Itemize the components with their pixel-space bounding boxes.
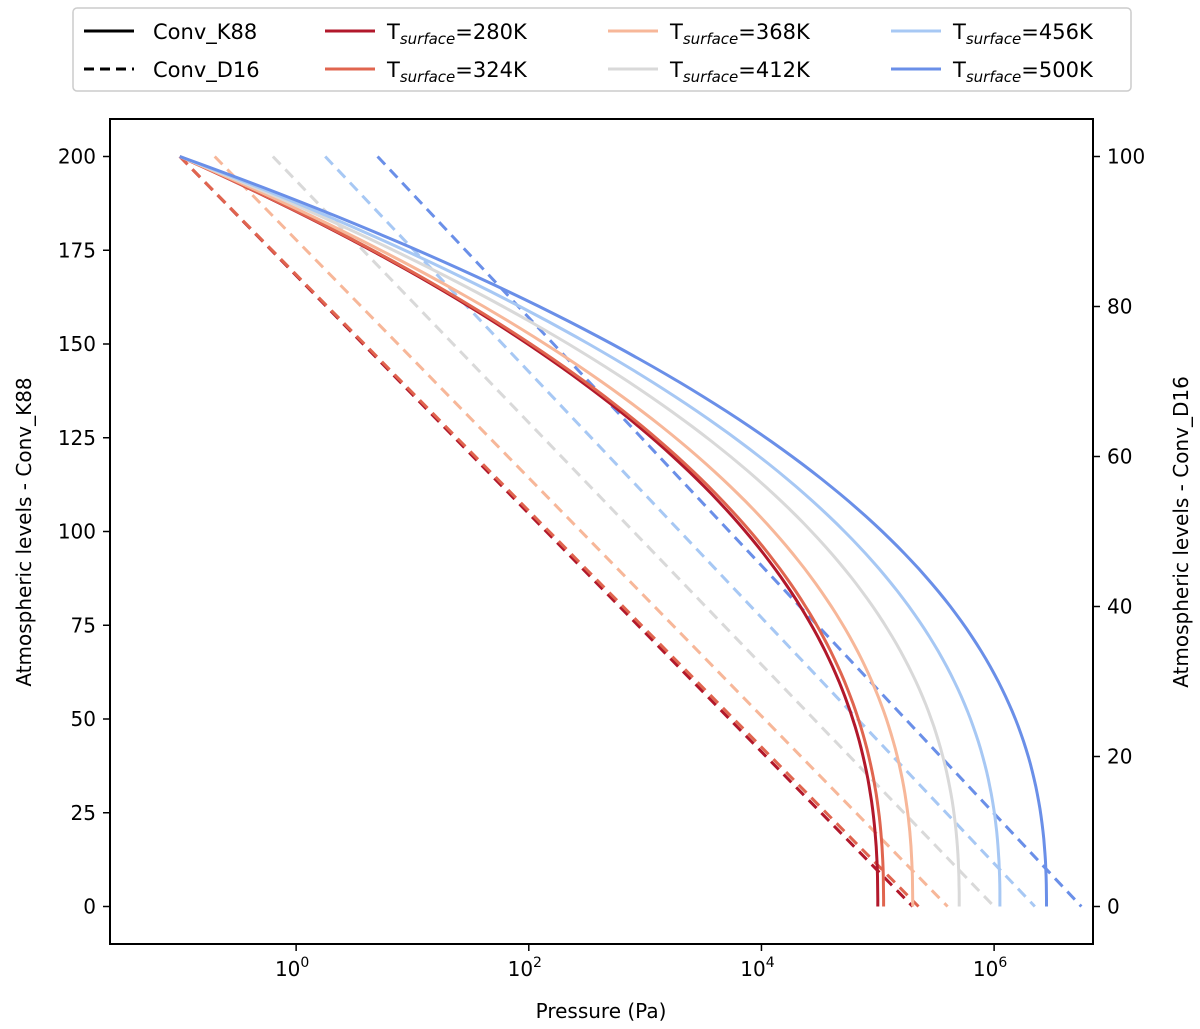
x-tick-label: 104 (740, 955, 774, 981)
series-line-k88-4 (179, 155, 1002, 907)
left-y-tick-label: 50 (71, 707, 96, 731)
series-line-d16-3 (271, 155, 996, 908)
plot-lines-group (178, 155, 1083, 908)
left-y-tick-label: 200 (58, 145, 96, 169)
x-axis-ticks: 100 102 104 106 (275, 944, 1007, 981)
series-line-d16-2 (213, 155, 949, 908)
legend-label-conv-k88: Conv_K88 (153, 20, 257, 45)
legend-label-temp-3: Tsurface=412K (669, 58, 811, 86)
series-line-d16-4 (324, 155, 1036, 908)
left-y-tick-label: 75 (71, 613, 96, 637)
x-tick-label: 102 (508, 955, 542, 981)
legend-temperature-entries: Tsurface=280K Tsurface=324K Tsurface=368K T… (325, 20, 1094, 86)
series-line-d16-1 (178, 155, 920, 908)
left-y-tick-label: 100 (58, 520, 96, 544)
x-axis-title: Pressure (Pa) (536, 999, 667, 1023)
series-line-k88-2 (179, 155, 915, 907)
right-y-tick-label: 100 (1107, 145, 1145, 169)
series-line-d16-5 (376, 155, 1083, 908)
series-line-k88-5 (179, 155, 1048, 907)
legend-label-temp-5: Tsurface=500K (952, 58, 1094, 86)
right-y-tick-label: 60 (1107, 445, 1132, 469)
left-y-tick-label: 175 (58, 238, 96, 262)
series-line-k88-3 (179, 155, 961, 907)
series-line-d16-0 (178, 155, 914, 908)
right-y-tick-label: 0 (1107, 895, 1120, 919)
legend-label-temp-2: Tsurface=368K (669, 20, 811, 48)
plot-frame (109, 118, 1094, 945)
left-y-tick-label: 150 (58, 332, 96, 356)
legend-label-temp-4: Tsurface=456K (952, 20, 1094, 48)
legend: Conv_K88 Conv_D16 Tsurface=280KTsurface=… (72, 7, 1132, 92)
right-y-tick-label: 40 (1107, 595, 1132, 619)
left-y-axis-ticks: 0 25 50 75 100 125 150 175 200 (58, 145, 110, 919)
right-y-tick-label: 20 (1107, 745, 1132, 769)
x-tick-label: 100 (275, 955, 309, 981)
left-y-axis-title: Atmospheric levels - Conv_K88 (12, 377, 36, 686)
series-line-k88-1 (179, 155, 886, 907)
x-tick-label: 106 (973, 955, 1007, 981)
legend-label-conv-d16: Conv_D16 (153, 58, 260, 83)
left-y-tick-label: 25 (71, 801, 96, 825)
left-y-tick-label: 125 (58, 426, 96, 450)
left-y-tick-label: 0 (83, 895, 96, 919)
right-y-tick-label: 80 (1107, 295, 1132, 319)
right-y-axis-title: Atmospheric levels - Conv_D16 (1169, 376, 1193, 688)
right-y-axis-ticks: 0 20 40 60 80 100 (1093, 145, 1145, 919)
legend-label-temp-1: Tsurface=324K (386, 58, 528, 86)
legend-label-temp-0: Tsurface=280K (386, 20, 528, 48)
